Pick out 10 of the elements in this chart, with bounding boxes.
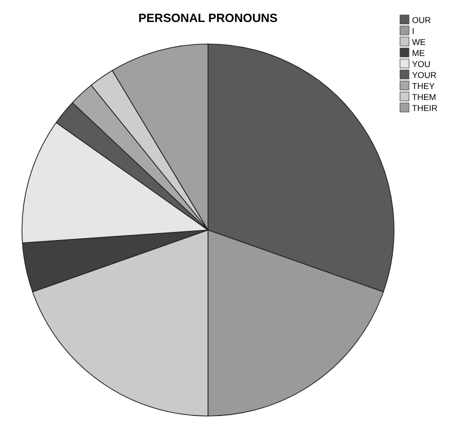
legend-label: ME xyxy=(412,48,426,58)
legend-label: OUR xyxy=(412,15,431,25)
legend-label: THEY xyxy=(412,81,435,91)
legend-label: THEM xyxy=(412,92,436,102)
legend-label: I xyxy=(412,26,414,36)
legend-label: YOUR xyxy=(412,70,437,80)
chart-title: PERSONAL PRONOUNS xyxy=(138,11,278,25)
legend-label: YOU xyxy=(412,59,430,69)
legend-label: THEIR xyxy=(412,103,438,113)
legend-label: WE xyxy=(412,37,426,47)
